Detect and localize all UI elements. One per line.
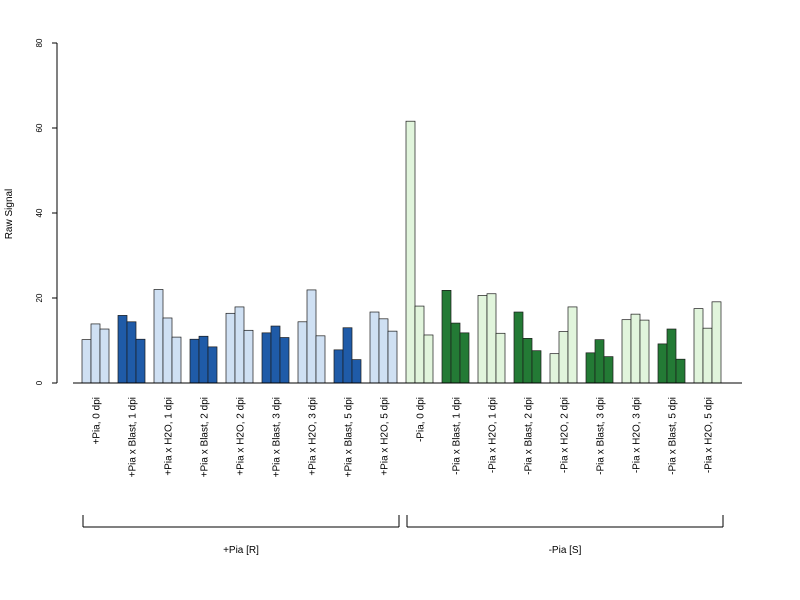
bar	[405, 120, 416, 384]
bar	[279, 337, 290, 384]
bar	[549, 353, 560, 384]
bar	[369, 311, 380, 384]
category-labels: +Pia, 0 dpi +Pia x Blast, 1 dpi +Pia x H2O…	[92, 397, 715, 477]
x-tick-label: +Pia x H2O, 3 dpi	[308, 397, 319, 476]
y-axis-title: Raw Signal	[4, 189, 15, 240]
bar	[441, 290, 452, 384]
bars	[81, 120, 722, 384]
bar	[117, 315, 128, 384]
bar	[711, 301, 722, 384]
bar	[171, 336, 182, 384]
x-tick-label: +Pia x Blast, 3 dpi	[272, 397, 283, 477]
bar	[702, 327, 713, 384]
bar	[90, 323, 101, 384]
x-tick-label: +Pia x Blast, 2 dpi	[200, 397, 211, 477]
bar	[603, 356, 614, 384]
x-tick-label: -Pia x Blast, 2 dpi	[524, 397, 535, 475]
bar	[387, 330, 398, 384]
bar	[225, 312, 236, 384]
x-tick-label: -Pia x Blast, 3 dpi	[596, 397, 607, 475]
bar	[153, 289, 164, 384]
group-brackets: +Pia [R] -Pia [S]	[82, 515, 724, 556]
x-tick-label: +Pia x H2O, 1 dpi	[164, 397, 175, 476]
x-tick-label: +Pia x H2O, 2 dpi	[236, 397, 247, 476]
y-tick-label: 60	[35, 123, 44, 132]
bar	[558, 331, 569, 384]
bar	[513, 311, 524, 384]
bar	[234, 306, 245, 384]
bar	[135, 338, 146, 384]
group-label: -Pia [S]	[549, 545, 582, 556]
bar	[126, 321, 137, 384]
x-tick-label: +Pia, 0 dpi	[92, 397, 103, 445]
bar	[189, 338, 200, 384]
x-tick-label: -Pia x H2O, 5 dpi	[704, 397, 715, 473]
bar	[243, 329, 254, 384]
bar	[270, 325, 281, 384]
bar	[315, 335, 326, 384]
bar	[162, 317, 173, 384]
bar	[531, 350, 542, 384]
y-tick-label: 0	[35, 380, 44, 385]
bar	[693, 308, 704, 384]
bar	[666, 328, 677, 384]
bar	[459, 332, 470, 384]
bar	[630, 313, 641, 384]
bar	[423, 334, 434, 384]
bar	[81, 339, 92, 384]
bar	[333, 349, 344, 384]
bar	[594, 339, 605, 384]
x-tick-label: -Pia x H2O, 1 dpi	[488, 397, 499, 473]
bar	[261, 332, 272, 384]
bar	[342, 327, 353, 384]
bar	[585, 352, 596, 384]
x-tick-label: -Pia, 0 dpi	[416, 397, 427, 442]
x-tick-label: -Pia x Blast, 1 dpi	[452, 397, 463, 475]
bar	[99, 328, 110, 384]
bar	[522, 338, 533, 384]
bar	[477, 295, 488, 384]
y-tick-label: 40	[35, 208, 44, 217]
bar	[657, 343, 668, 384]
y-tick-label: 20	[35, 293, 44, 302]
bar	[675, 358, 686, 384]
bar	[306, 289, 317, 384]
y-tick-label: 80	[35, 38, 44, 47]
bar	[486, 293, 497, 384]
bar	[351, 359, 362, 384]
bar	[198, 335, 209, 384]
bar	[450, 322, 461, 384]
x-tick-label: +Pia x Blast, 1 dpi	[128, 397, 139, 477]
x-tick-label: +Pia x Blast, 5 dpi	[344, 397, 355, 477]
bar	[378, 318, 389, 384]
bar	[207, 346, 218, 384]
x-tick-label: -Pia x H2O, 3 dpi	[632, 397, 643, 473]
x-tick-label: -Pia x Blast, 5 dpi	[668, 397, 679, 475]
x-tick-label: -Pia x H2O, 2 dpi	[560, 397, 571, 473]
bar	[297, 321, 308, 384]
bar	[621, 319, 632, 384]
bar	[414, 305, 425, 384]
group-label: +Pia [R]	[223, 545, 259, 556]
y-axis: 0 20 40 60 80	[35, 38, 58, 385]
x-tick-label: +Pia x H2O, 5 dpi	[380, 397, 391, 476]
bar	[495, 332, 506, 384]
bar	[639, 319, 650, 384]
bar	[567, 306, 578, 384]
